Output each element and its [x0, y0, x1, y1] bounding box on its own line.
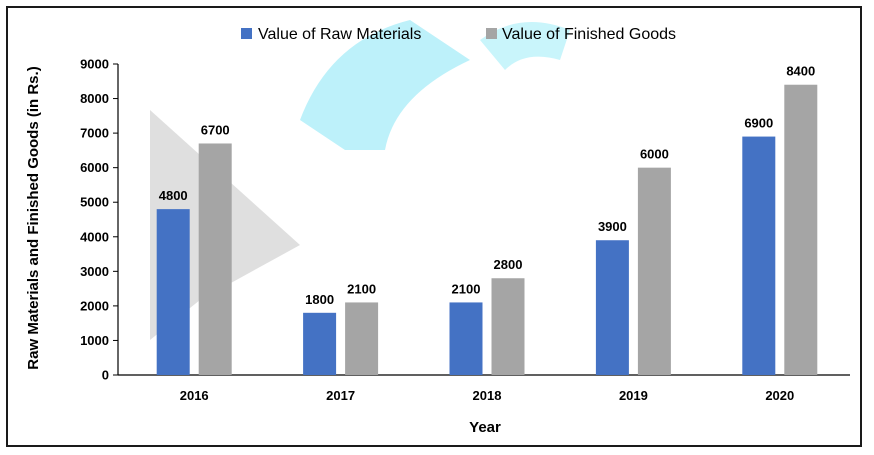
legend: Value of Raw Materials Value of Finished…: [241, 26, 676, 43]
x-tick-label: 2019: [619, 388, 648, 403]
legend-label-finished: Value of Finished Goods: [502, 26, 676, 43]
legend-swatch-raw: [241, 28, 252, 39]
y-tick-label: 4000: [80, 229, 109, 244]
data-label: 6000: [640, 147, 669, 162]
y-tick-label: 5000: [80, 195, 109, 210]
data-label: 3900: [598, 219, 627, 234]
data-label: 8400: [786, 64, 815, 79]
x-tick-label: 2017: [326, 388, 355, 403]
y-tick-label: 0: [102, 368, 109, 383]
data-label: 2100: [347, 281, 376, 296]
bar-raw-materials-2018: [449, 302, 483, 375]
data-label: 2800: [494, 257, 523, 272]
bar-raw-materials-2019: [595, 240, 629, 375]
bar-raw-materials-2017: [303, 312, 337, 375]
bar-finished-goods-2020: [784, 84, 818, 375]
y-tick-label: 3000: [80, 264, 109, 279]
bar-finished-goods-2017: [345, 302, 379, 375]
data-label: 6900: [744, 116, 773, 131]
data-label: 2100: [452, 281, 481, 296]
y-tick-label: 1000: [80, 333, 109, 348]
bar-finished-goods-2019: [637, 167, 671, 375]
x-axis-title: Year: [469, 419, 501, 436]
watermark: [300, 20, 570, 150]
data-label: 4800: [159, 188, 188, 203]
x-tick-label: 2018: [473, 388, 502, 403]
bar-raw-materials-2020: [742, 136, 776, 375]
chart-frame: [6, 6, 862, 447]
x-tick-label: 2016: [180, 388, 209, 403]
bar-finished-goods-2018: [491, 278, 525, 375]
data-label: 6700: [201, 122, 230, 137]
x-tick-label: 2020: [765, 388, 794, 403]
legend-swatch-finished: [486, 28, 497, 39]
bar-finished-goods-2016: [198, 143, 232, 375]
y-tick-label: 6000: [80, 160, 109, 175]
y-tick-label: 7000: [80, 126, 109, 141]
y-tick-label: 8000: [80, 91, 109, 106]
bar-raw-materials-2016: [156, 209, 190, 375]
y-axis-title: Raw Materials and Finished Goods (in Rs.…: [25, 66, 42, 369]
y-tick-label: 9000: [80, 57, 109, 72]
legend-label-raw: Value of Raw Materials: [258, 26, 421, 43]
data-label: 1800: [305, 292, 334, 307]
y-tick-label: 2000: [80, 298, 109, 313]
